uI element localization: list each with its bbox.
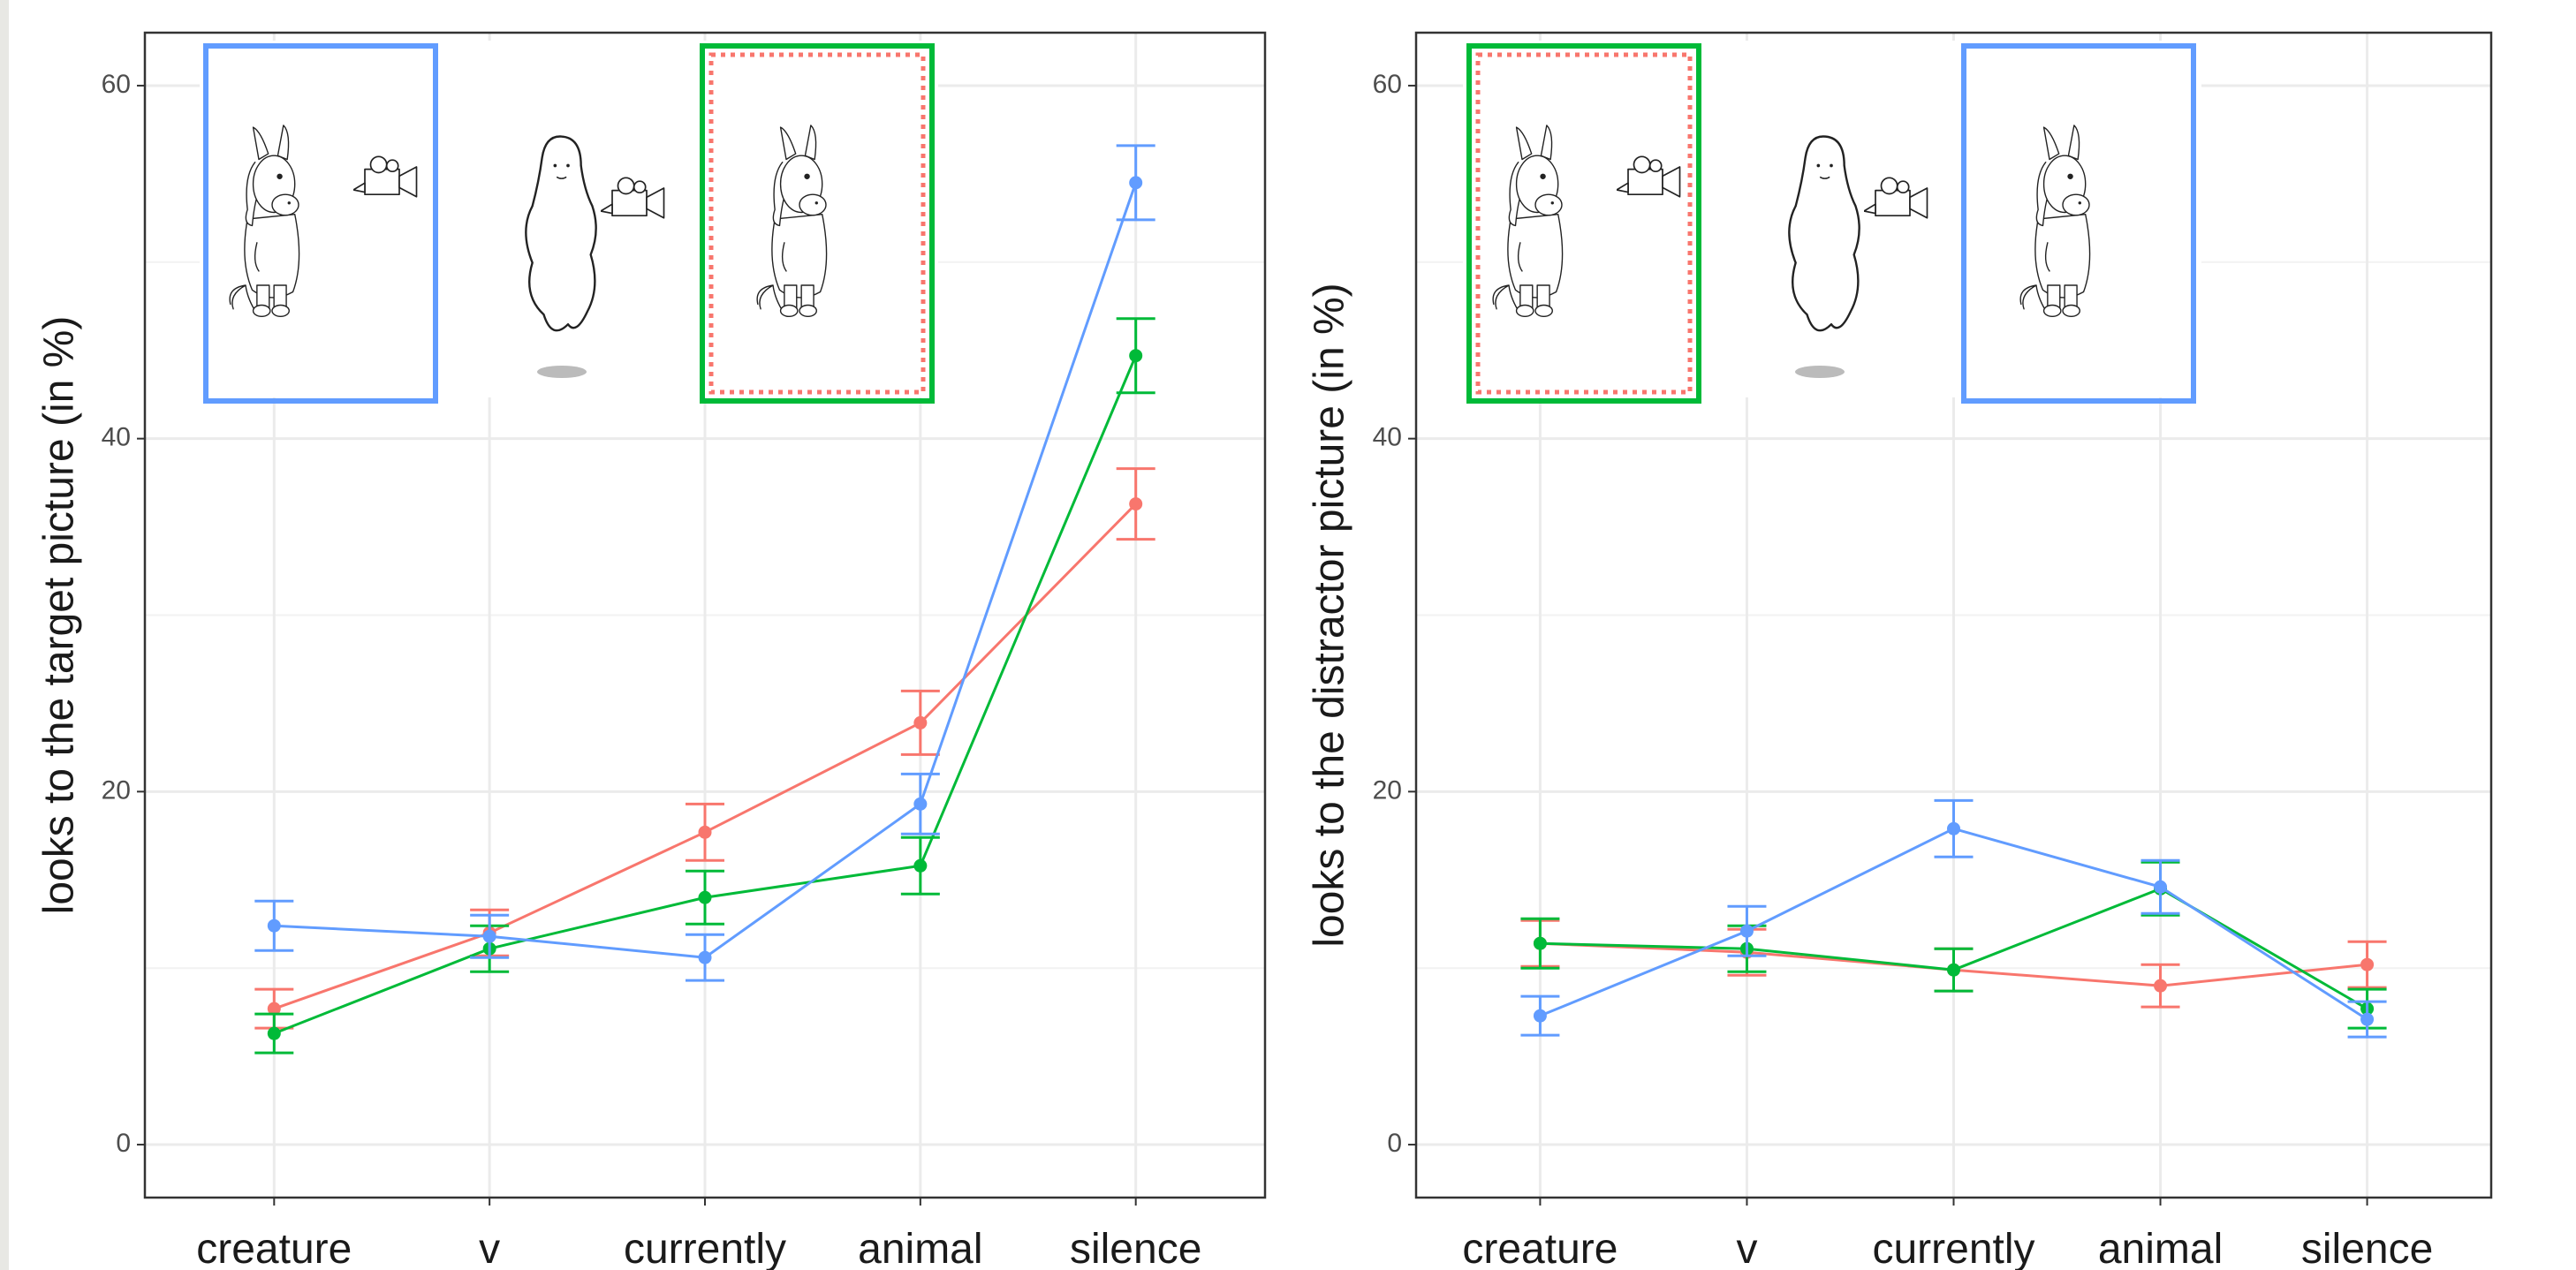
x-tick-label: currently (1872, 1226, 2034, 1270)
y-axis-title: looks to the target picture (in %) (36, 316, 83, 915)
shadow (1795, 366, 1845, 378)
y-tick-label: 40 (102, 423, 131, 452)
y-tick-label: 0 (116, 1129, 131, 1158)
point (483, 930, 496, 943)
y-tick-label: 40 (1373, 423, 1402, 452)
pictures-left (200, 41, 938, 401)
point (699, 891, 712, 904)
point (2360, 1013, 2374, 1026)
y-tick-label: 60 (102, 70, 131, 99)
x-tick-label: silence (2301, 1226, 2433, 1270)
x-tick-label: animal (2098, 1226, 2223, 1270)
x-tick-label: silence (1070, 1226, 1201, 1270)
point (913, 859, 927, 873)
point (2360, 958, 2374, 971)
y-tick-label: 20 (1373, 775, 1402, 805)
point (2154, 979, 2167, 993)
point (913, 716, 927, 729)
point (1947, 964, 1960, 977)
shadow (537, 366, 587, 378)
point (913, 798, 927, 811)
x-tick-label: animal (858, 1226, 982, 1270)
pictures-right (1463, 41, 2201, 401)
point (1129, 176, 1142, 189)
point (1534, 937, 1547, 950)
point (1129, 349, 1142, 362)
y-tick-label: 60 (1373, 70, 1402, 99)
point (699, 826, 712, 839)
x-tick-label: v (1736, 1226, 1757, 1270)
y-axis-title: looks to the distractor picture (in %) (1307, 283, 1353, 947)
x-tick-label: creature (196, 1226, 352, 1270)
point (268, 1027, 281, 1040)
x-tick-label: creature (1462, 1226, 1618, 1270)
point (699, 951, 712, 964)
x-tick-label: v (479, 1226, 500, 1270)
point (268, 919, 281, 933)
point (1947, 822, 1960, 835)
page-edge (0, 0, 9, 1270)
figure: 0 20 40 60 creature v currently animal silence lo… (0, 0, 2576, 1270)
y-tick-label: 0 (1387, 1129, 1402, 1158)
x-tick-label: currently (624, 1226, 786, 1270)
point (1129, 497, 1142, 510)
point (2154, 881, 2167, 894)
y-tick-label: 20 (102, 775, 131, 805)
point (1534, 1009, 1547, 1023)
point (1740, 925, 1754, 938)
